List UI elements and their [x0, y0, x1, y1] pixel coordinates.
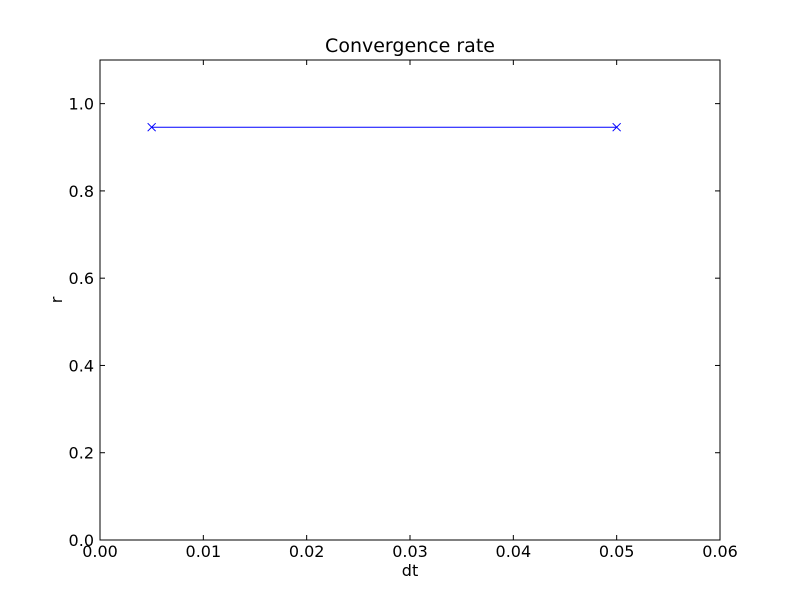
y-axis-label: r: [47, 296, 66, 303]
plot-area: [100, 60, 720, 540]
x-axis-ticks: 0.00 0.01 0.02 0.03 0.04 0.05 0.06: [82, 60, 738, 561]
chart-title: Convergence rate: [325, 35, 495, 57]
y-tick-label: 0.0: [69, 531, 94, 550]
y-tick-label: 0.4: [69, 356, 94, 375]
x-tick-label: 0.00: [82, 542, 118, 561]
y-tick-label: 0.6: [69, 269, 94, 288]
y-axis-ticks: 0.0 0.2 0.4 0.6 0.8 1.0: [69, 95, 720, 550]
x-tick-label: 0.01: [186, 542, 222, 561]
y-tick-label: 0.8: [69, 182, 94, 201]
marker-stroke: [612, 122, 622, 132]
x-tick-label: 0.02: [289, 542, 325, 561]
x-tick-label: 0.04: [496, 542, 532, 561]
data-point-marker: [612, 122, 622, 132]
y-tick-label: 0.2: [69, 444, 94, 463]
marker-stroke: [147, 122, 157, 132]
x-axis-label: dt: [402, 561, 418, 580]
y-tick-label: 1.0: [69, 95, 94, 114]
x-tick-label: 0.03: [392, 542, 428, 561]
x-tick-label: 0.06: [702, 542, 738, 561]
series-layer: [147, 122, 622, 132]
x-tick-label: 0.05: [599, 542, 635, 561]
data-point-marker: [147, 122, 157, 132]
plot-frame: [99, 59, 721, 541]
